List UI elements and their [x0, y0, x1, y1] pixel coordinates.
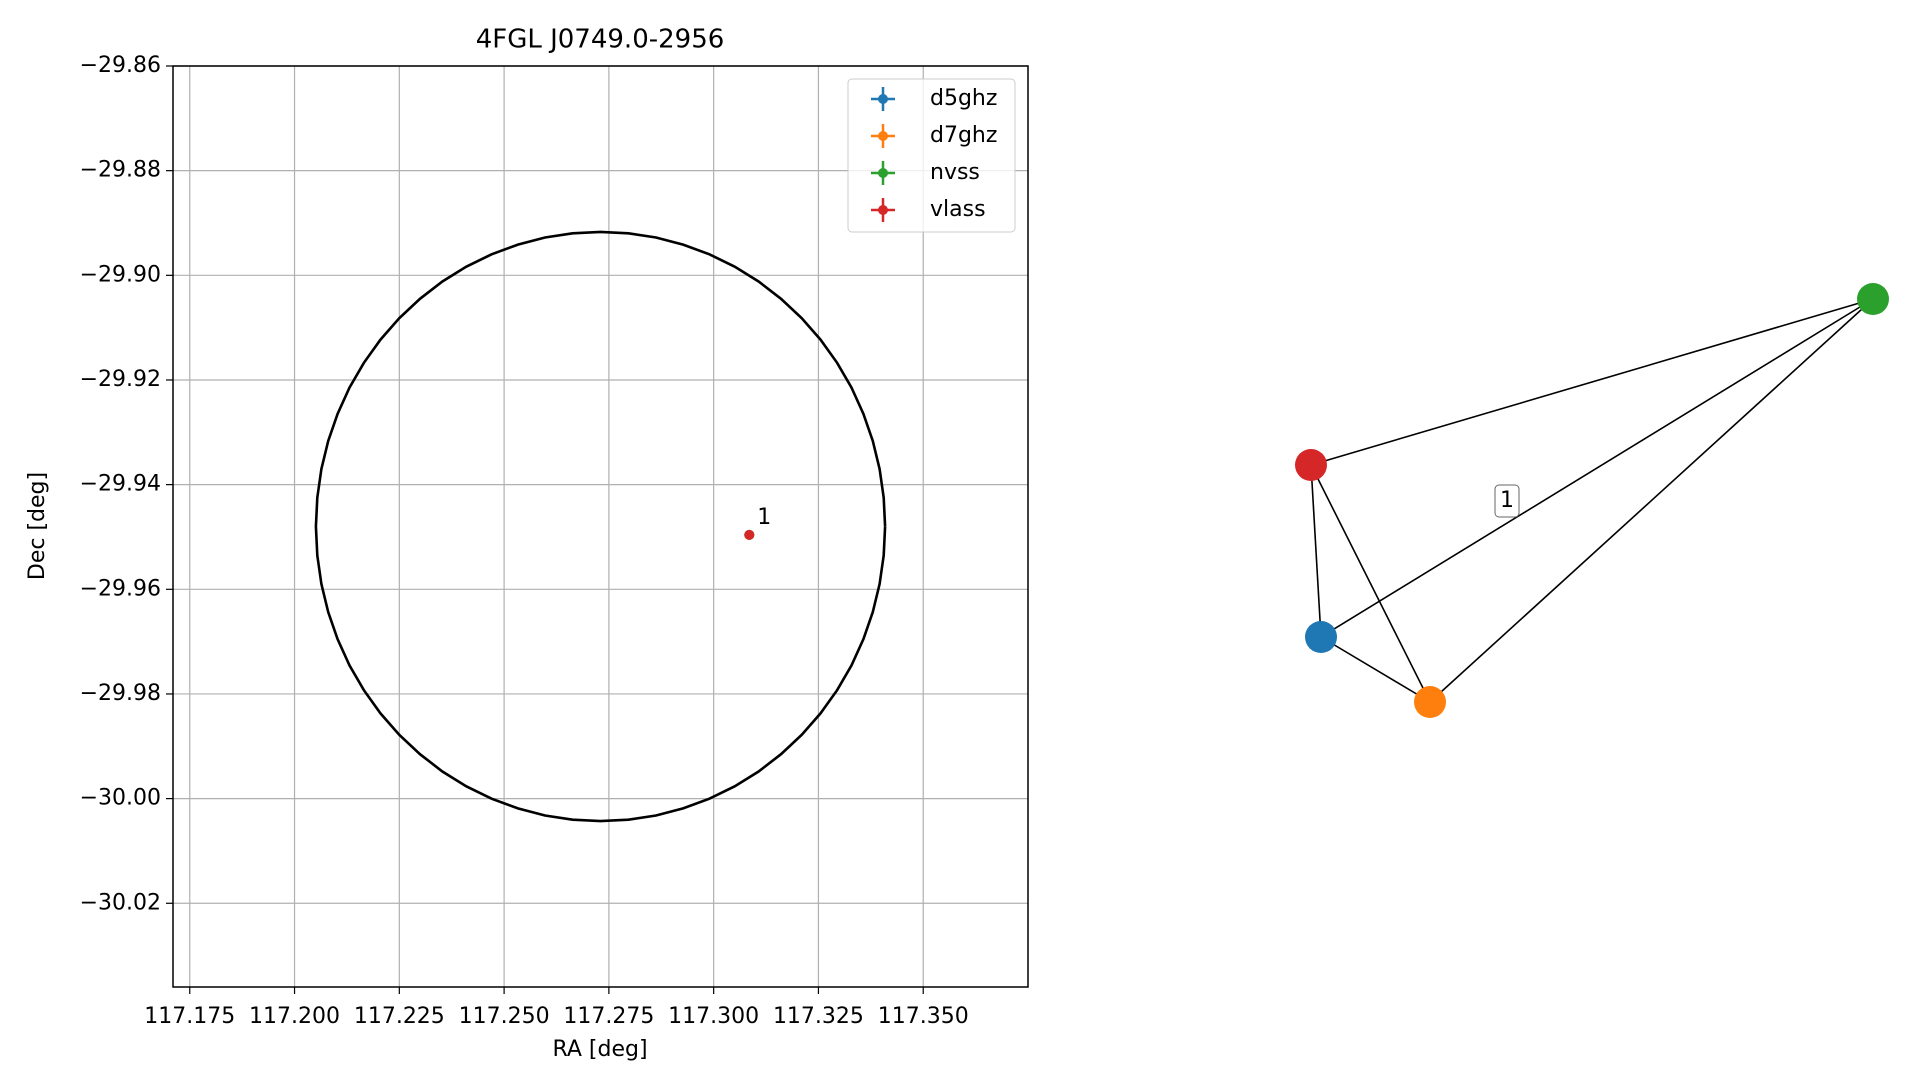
graph-edge [1320, 298, 1874, 638]
x-axis-label: RA [deg] [552, 1037, 647, 1062]
y-tick-label: −29.88 [80, 158, 161, 183]
graph-node [1414, 686, 1446, 718]
y-tick-label: −29.94 [80, 472, 161, 497]
y-tick-label: −29.96 [80, 576, 161, 601]
error-circle [314, 230, 887, 823]
legend-marker [878, 94, 888, 104]
x-tick-label: 117.300 [668, 1004, 759, 1029]
x-tick-label: 117.275 [563, 1004, 654, 1029]
legend-marker [878, 168, 888, 178]
graph-node [1857, 283, 1889, 315]
y-tick-label: −30.00 [80, 786, 161, 811]
x-tick-label: 117.175 [144, 1004, 235, 1029]
x-tick-label: 117.325 [773, 1004, 864, 1029]
y-tick-label: −29.92 [80, 367, 161, 392]
edge-label-box [1494, 484, 1520, 518]
x-tick-label: 117.250 [459, 1004, 550, 1029]
x-tick-label: 117.200 [249, 1004, 340, 1029]
y-tick-label: −30.02 [80, 890, 161, 915]
x-tick-label: 117.225 [354, 1004, 445, 1029]
graph-edge [1429, 298, 1874, 703]
y-tick-label: −29.86 [80, 53, 161, 78]
x-tick-label: 117.350 [878, 1004, 969, 1029]
y-tick-label: −29.98 [80, 681, 161, 706]
annotation: 1 [757, 505, 771, 530]
graph-edge [1310, 464, 1431, 703]
legend-label: nvss [930, 160, 980, 185]
graph-edge [1320, 636, 1431, 703]
legend-marker [878, 131, 888, 141]
chart-title: 4FGL J0749.0-2956 [476, 25, 725, 55]
graph-edge [1310, 464, 1322, 638]
graph-edge [1310, 298, 1874, 466]
legend-label: d5ghz [930, 86, 997, 111]
y-tick-label: −29.90 [80, 262, 161, 287]
legend-label: vlass [930, 197, 986, 222]
graph-node [1305, 621, 1337, 653]
axes-frame [172, 65, 1029, 988]
graph-node [1295, 449, 1327, 481]
legend-marker [878, 205, 888, 215]
y-axis-label: Dec [deg] [25, 472, 50, 580]
legend-label: d7ghz [930, 123, 997, 148]
edge-label: 1 [1500, 488, 1514, 513]
legend-box [847, 78, 1016, 233]
data-point [744, 529, 755, 540]
